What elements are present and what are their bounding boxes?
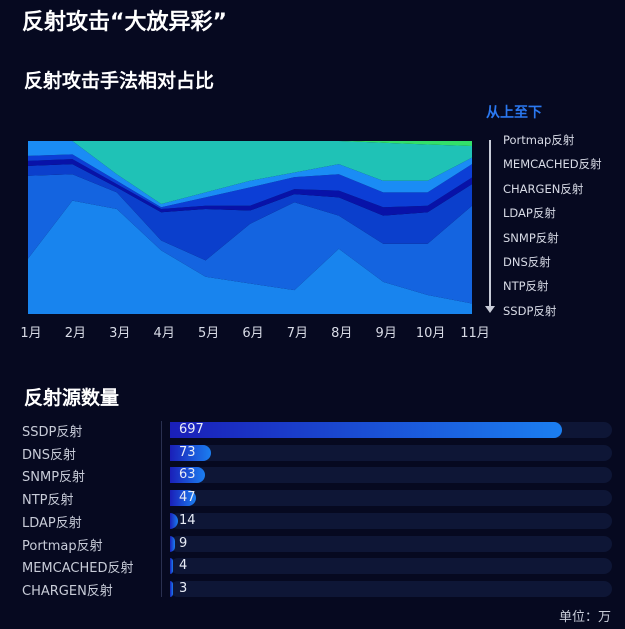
axis-divider bbox=[161, 421, 162, 597]
x-tick-label: 11月 bbox=[460, 326, 490, 341]
bar bbox=[170, 444, 212, 461]
bar-track: 14 bbox=[170, 512, 612, 529]
bar bbox=[170, 422, 563, 438]
bar bbox=[170, 580, 173, 597]
bar-label: DNS反射 bbox=[22, 447, 76, 463]
bar bbox=[170, 512, 178, 529]
area-series-ntp bbox=[28, 174, 472, 304]
bar-value-label: 3 bbox=[179, 580, 188, 596]
legend-item: MEMCACHED反射 bbox=[503, 157, 602, 172]
area-series-snmp bbox=[28, 159, 472, 216]
area-series-dns bbox=[28, 164, 472, 261]
bar-track: 697 bbox=[170, 422, 612, 438]
x-tick-label: 10月 bbox=[415, 326, 446, 341]
bar-value-label: 63 bbox=[179, 467, 196, 483]
area-series-chargen bbox=[28, 141, 472, 208]
legend-item: DNS反射 bbox=[503, 255, 551, 269]
legend-item: CHARGEN反射 bbox=[503, 181, 584, 196]
bar-label: CHARGEN反射 bbox=[22, 583, 113, 599]
bar-track: 4 bbox=[170, 558, 612, 575]
legend-item: Portmap反射 bbox=[503, 133, 575, 147]
bar-label: MEMCACHED反射 bbox=[22, 561, 134, 577]
x-tick-label: 2月 bbox=[64, 326, 87, 341]
x-tick-label: 1月 bbox=[20, 326, 42, 341]
x-tick-label: 3月 bbox=[109, 326, 131, 341]
unit-label: 单位：万 bbox=[558, 610, 611, 625]
area-chart-title: 反射攻击手法相对占比 bbox=[24, 70, 215, 92]
bar-track: 9 bbox=[170, 535, 612, 552]
bar bbox=[170, 558, 173, 575]
bar-label: SSDP反射 bbox=[22, 425, 83, 440]
x-tick-label: 5月 bbox=[197, 326, 220, 341]
bar-value-label: 14 bbox=[179, 512, 196, 528]
arrow-down-icon bbox=[485, 306, 495, 313]
x-tick-label: 9月 bbox=[375, 326, 397, 341]
x-tick-label: 6月 bbox=[242, 326, 264, 341]
bar-track: 73 bbox=[170, 444, 612, 461]
legend-item: NTP反射 bbox=[503, 279, 549, 294]
bar-track: 3 bbox=[170, 580, 612, 597]
bar-track: 47 bbox=[170, 490, 612, 507]
bar-value-label: 697 bbox=[179, 422, 204, 437]
bar-label: SNMP反射 bbox=[22, 470, 86, 486]
bar-track: 63 bbox=[170, 467, 612, 484]
area-series-ldap bbox=[28, 154, 472, 209]
legend-order-note: 从上至下 bbox=[486, 105, 542, 121]
legend-order-line bbox=[489, 140, 491, 308]
x-tick-label: 8月 bbox=[331, 326, 353, 341]
area-series-portmap bbox=[28, 141, 472, 147]
area-series-ssdp bbox=[28, 200, 472, 314]
page-title: 反射攻击“大放异彩” bbox=[22, 10, 227, 35]
x-tick-label: 4月 bbox=[153, 326, 175, 341]
legend-item: SNMP反射 bbox=[503, 230, 559, 245]
bar bbox=[170, 490, 197, 507]
bar-value-label: 47 bbox=[179, 490, 196, 506]
bar-label: NTP反射 bbox=[22, 493, 74, 509]
bar-label: LDAP反射 bbox=[22, 515, 82, 531]
bar-value-label: 73 bbox=[179, 444, 196, 460]
legend-item: LDAP反射 bbox=[503, 206, 556, 221]
bar bbox=[170, 535, 176, 552]
stacked-area-chart bbox=[28, 141, 472, 314]
legend-item: SSDP反射 bbox=[503, 303, 557, 318]
x-tick-label: 7月 bbox=[286, 326, 309, 341]
bar-label: Portmap反射 bbox=[22, 538, 103, 554]
bar-value-label: 9 bbox=[179, 535, 188, 551]
bar-chart-title: 反射源数量 bbox=[24, 387, 120, 409]
bar-value-label: 4 bbox=[179, 558, 188, 574]
bar bbox=[170, 467, 206, 484]
area-series-memcached bbox=[28, 141, 472, 204]
